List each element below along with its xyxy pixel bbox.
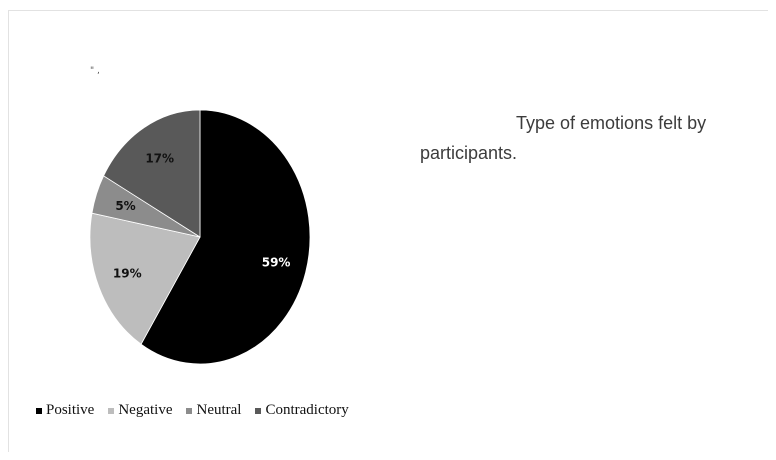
legend-item-positive: Positive [36,402,94,419]
pie-slice-contradictory [103,109,201,238]
legend-label-positive: Positive [46,402,95,418]
legend-swatch-neutral [186,407,193,414]
slice-label-neutral: 5% [115,199,135,213]
stray-mark: " , [90,66,100,76]
legend-item-negative: Negative [108,402,172,419]
legend-swatch-positive [36,407,42,414]
figure-frame [8,10,768,452]
legend-label-neutral: Neutral [196,402,242,418]
chart-legend: Positive Negative Neutral Contradictory [36,402,363,419]
pie-slice-negative [89,212,201,345]
legend-label-negative: Negative [118,402,173,418]
legend-item-neutral: Neutral [186,402,241,419]
legend-swatch-negative [108,407,115,414]
slice-label-contradictory: 17% [145,151,174,165]
pie-slice-positive [140,109,311,365]
legend-item-contradictory: Contradictory [255,402,349,419]
slice-label-positive: 59% [262,256,291,270]
slice-label-negative: 19% [113,266,142,280]
legend-swatch-contradictory [255,407,262,414]
chart-caption: Type of emotions felt by participants. [420,113,707,163]
legend-label-contradictory: Contradictory [265,402,349,418]
